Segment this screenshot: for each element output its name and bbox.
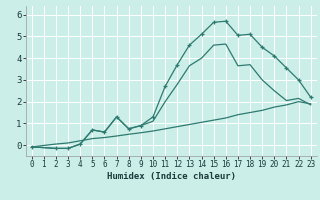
X-axis label: Humidex (Indice chaleur): Humidex (Indice chaleur) [107, 172, 236, 181]
